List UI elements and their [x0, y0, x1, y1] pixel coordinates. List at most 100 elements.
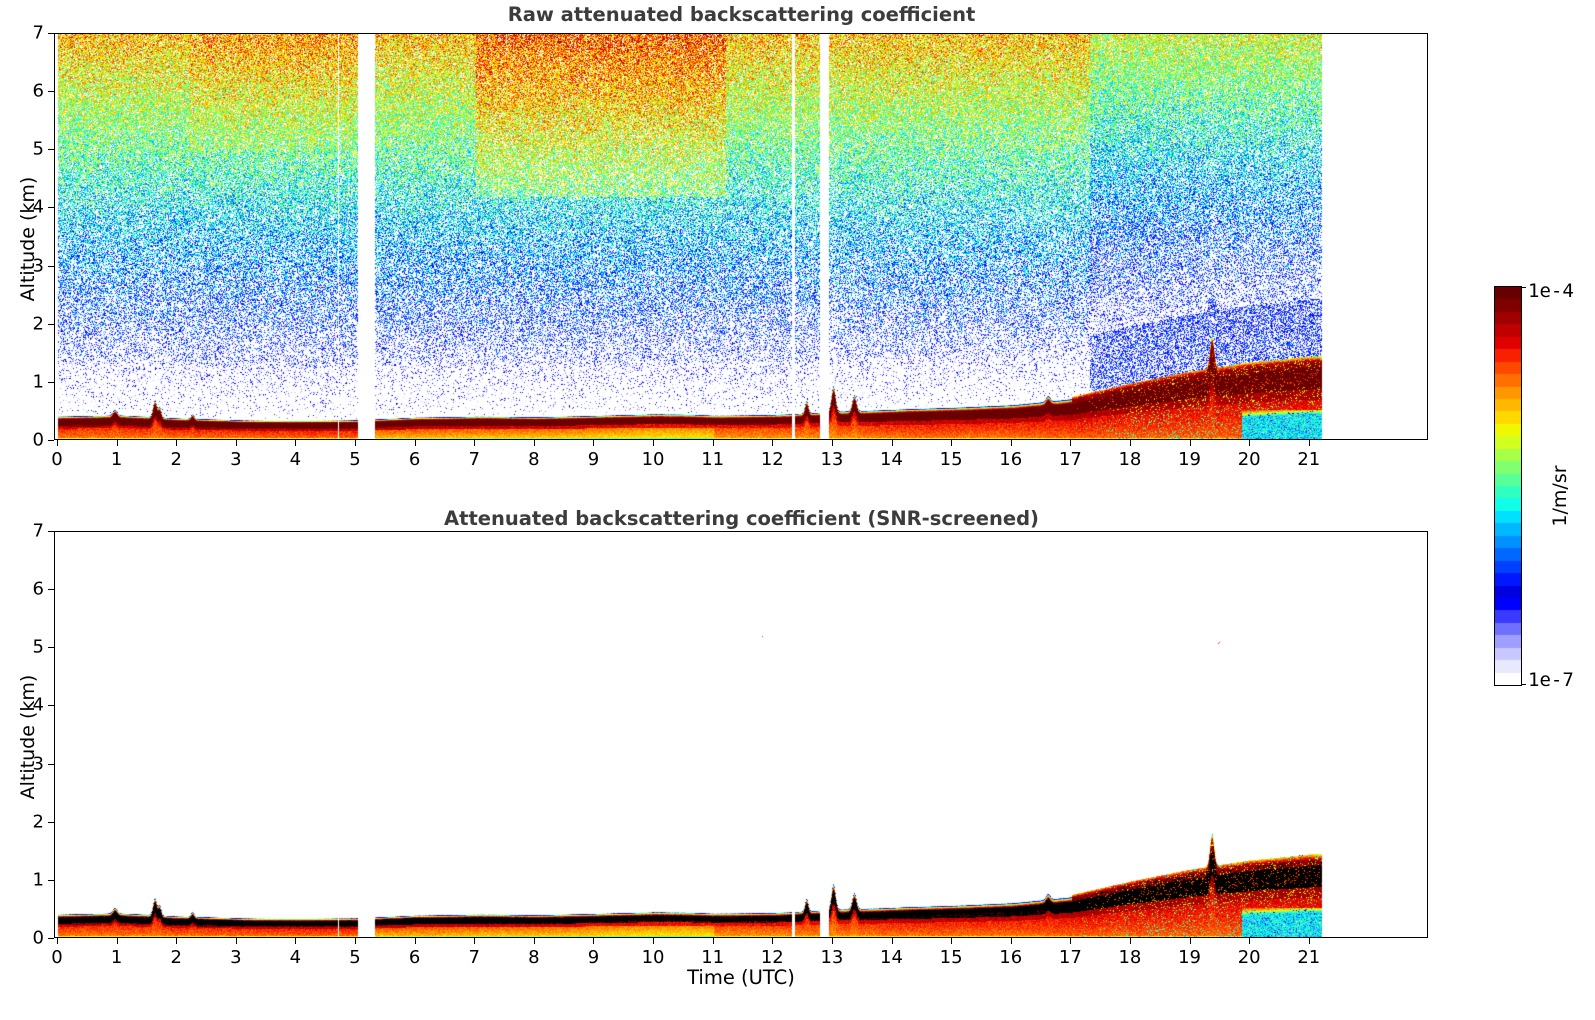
xtick-6: [414, 440, 416, 446]
yticklabel-3: 3: [32, 753, 44, 775]
xtick-3: [235, 938, 237, 944]
xticklabel-21: 21: [1297, 449, 1321, 470]
xticklabel-19: 19: [1178, 449, 1201, 470]
ytick-0: [48, 440, 54, 441]
yticklabel-6: 6: [32, 80, 44, 102]
xlabel-screened: Time (UTC): [687, 966, 795, 989]
heatmap-raw: [55, 34, 1427, 439]
xticklabel-2: 2: [170, 449, 182, 470]
ytick-2: [48, 323, 54, 325]
xticklabel-21: 21: [1297, 947, 1321, 968]
xticklabel-13: 13: [820, 947, 844, 968]
xtick-21: [1308, 938, 1310, 944]
xtick-12: [772, 938, 774, 944]
xticklabel-20: 20: [1237, 449, 1261, 470]
yticklabel-4: 4: [32, 196, 44, 218]
xticklabel-4: 4: [289, 947, 302, 968]
ytick-5: [48, 647, 54, 649]
yticklabel-5: 5: [32, 636, 44, 658]
xtick-19: [1189, 440, 1191, 446]
yticklabel-1: 1: [32, 869, 44, 891]
panel-raw-title: Raw attenuated backscattering coefficien…: [507, 3, 976, 26]
colorbar-tick-min: [1521, 684, 1526, 685]
xticklabel-8: 8: [528, 449, 540, 470]
xtick-17: [1070, 938, 1072, 944]
yticklabel-0: 0: [32, 429, 44, 451]
xticklabel-17: 17: [1058, 947, 1082, 968]
xticklabel-3: 3: [230, 947, 242, 968]
xtick-4: [295, 938, 297, 944]
xtick-21: [1308, 440, 1310, 446]
colorbar-label-min: 1e-7: [1528, 669, 1574, 691]
xticklabel-5: 5: [349, 449, 361, 470]
xtick-8: [533, 440, 535, 446]
xticklabel-18: 18: [1118, 449, 1142, 470]
heatmap-screened: [55, 532, 1427, 937]
ytick-3: [48, 763, 54, 765]
panel-screened: Attenuated backscattering coefficient (S…: [0, 500, 1440, 1020]
ytick-0: [48, 938, 54, 939]
axes-screened: [54, 531, 1428, 938]
xticklabel-12: 12: [760, 947, 784, 968]
yticklabel-3: 3: [32, 255, 44, 277]
yticklabel-7: 7: [32, 22, 44, 44]
yticklabel-2: 2: [32, 811, 44, 833]
xtick-15: [951, 938, 953, 944]
ytick-7: [48, 33, 54, 34]
xtick-11: [712, 440, 714, 446]
xticklabel-5: 5: [349, 947, 361, 968]
xticklabel-16: 16: [999, 947, 1023, 968]
xticklabel-11: 11: [701, 449, 725, 470]
ytick-7: [48, 531, 54, 532]
xticklabel-18: 18: [1118, 947, 1142, 968]
xtick-5: [355, 938, 357, 944]
yticklabel-2: 2: [32, 313, 44, 335]
xticklabel-17: 17: [1058, 449, 1082, 470]
panel-raw: Raw attenuated backscattering coefficien…: [0, 0, 1440, 500]
xtick-0: [56, 938, 58, 944]
ytick-6: [48, 91, 54, 93]
xticklabel-9: 9: [587, 947, 600, 968]
xticklabel-20: 20: [1237, 947, 1261, 968]
xtick-16: [1010, 938, 1012, 944]
xtick-18: [1129, 440, 1131, 446]
yticklabel-0: 0: [32, 927, 44, 949]
ylabel-screened: Altitude (km): [17, 674, 39, 800]
xtick-20: [1249, 440, 1251, 446]
yticklabel-1: 1: [32, 371, 44, 393]
xticklabel-12: 12: [760, 449, 784, 470]
xtick-13: [831, 440, 833, 446]
xticklabel-15: 15: [939, 449, 963, 470]
xticklabel-6: 6: [408, 947, 421, 968]
ytick-3: [48, 265, 54, 267]
xticklabel-13: 13: [820, 449, 844, 470]
colorbar-tick-max: [1521, 287, 1526, 288]
axes-raw: [54, 33, 1428, 440]
xtick-7: [474, 440, 476, 446]
yticklabel-5: 5: [32, 138, 44, 160]
xticklabel-9: 9: [587, 449, 600, 470]
xtick-13: [831, 938, 833, 944]
xtick-12: [772, 440, 774, 446]
xtick-4: [295, 440, 297, 446]
xticklabel-14: 14: [880, 947, 903, 968]
xticklabel-8: 8: [528, 947, 540, 968]
ytick-4: [48, 705, 54, 707]
xticklabel-10: 10: [641, 449, 665, 470]
xticklabel-16: 16: [999, 449, 1023, 470]
ytick-1: [48, 879, 54, 881]
xtick-5: [355, 440, 357, 446]
xtick-11: [712, 938, 714, 944]
yticklabel-4: 4: [32, 694, 44, 716]
xticklabel-0: 0: [51, 947, 63, 968]
xtick-7: [474, 938, 476, 944]
xtick-2: [176, 440, 178, 446]
colorbar-label-max: 1e-4: [1528, 280, 1574, 302]
xticklabel-15: 15: [939, 947, 963, 968]
xticklabel-19: 19: [1178, 947, 1201, 968]
xtick-9: [593, 938, 595, 944]
xticklabel-14: 14: [880, 449, 903, 470]
xtick-17: [1070, 440, 1072, 446]
yticklabel-7: 7: [32, 520, 44, 542]
